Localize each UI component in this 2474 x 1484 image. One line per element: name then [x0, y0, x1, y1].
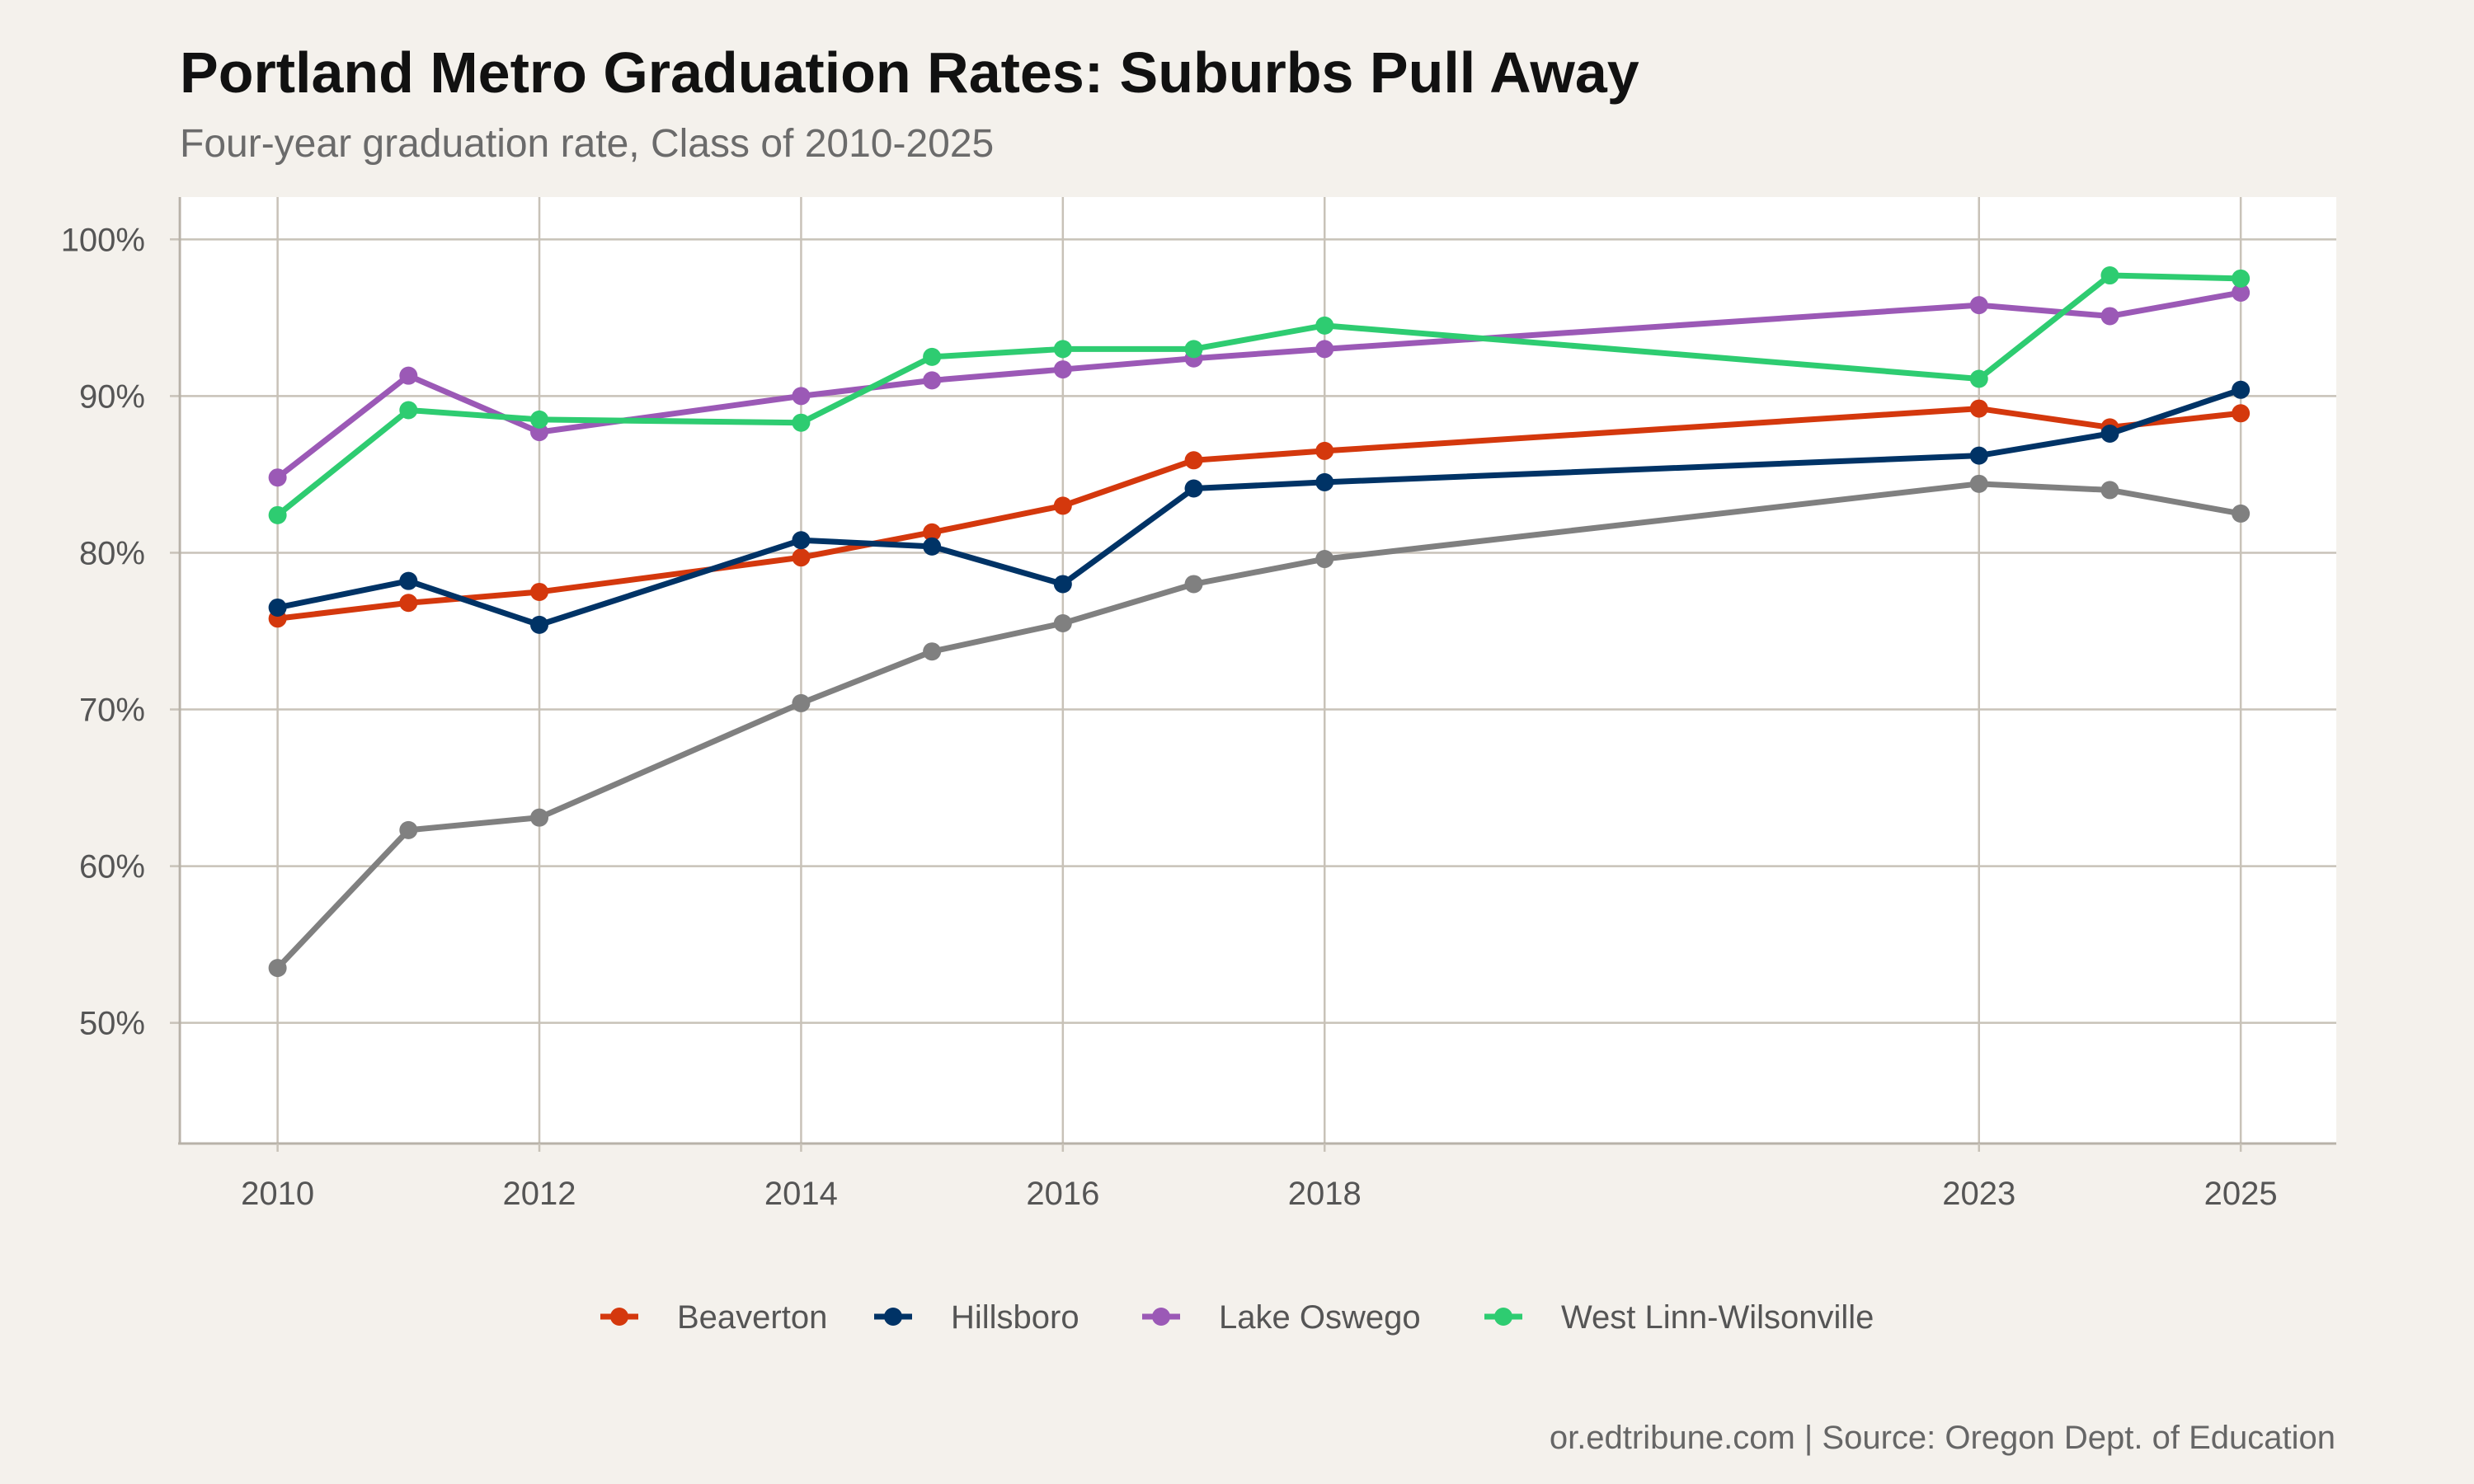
data-point: [1315, 316, 1334, 335]
x-tick-label: 2014: [764, 1176, 838, 1212]
data-point: [1315, 340, 1334, 359]
data-point: [792, 531, 811, 550]
data-point: [923, 347, 942, 366]
data-point: [2100, 307, 2119, 326]
y-tick-label: 90%: [79, 378, 145, 415]
data-point: [530, 615, 549, 634]
data-point: [1184, 451, 1203, 470]
legend-swatch-point: [1152, 1308, 1170, 1326]
data-point: [2100, 425, 2119, 443]
data-point: [792, 693, 811, 712]
x-tick-label: 2023: [1942, 1176, 2015, 1212]
data-point: [1969, 399, 1988, 418]
x-tick-label: 2016: [1026, 1176, 1099, 1212]
chart-title: Portland Metro Graduation Rates: Suburbs…: [180, 40, 1639, 105]
x-axis-ticks: 2010 2012 2014 2016 2018 2023 2025: [241, 1144, 2278, 1212]
legend-swatch-point: [1494, 1308, 1512, 1326]
legend-item: Lake Oswego: [1142, 1299, 1421, 1336]
data-point: [268, 468, 287, 487]
data-point: [1053, 613, 1072, 632]
data-point: [792, 413, 811, 432]
data-point: [530, 808, 549, 827]
data-point: [1969, 446, 1988, 465]
data-point: [1184, 479, 1203, 498]
legend-item: West Linn-Wilsonville: [1484, 1299, 1874, 1336]
legend-item: Beaverton: [600, 1299, 827, 1336]
data-point: [530, 423, 549, 442]
series-hillsboro: [268, 380, 2251, 634]
data-point: [399, 366, 418, 385]
data-point: [2232, 404, 2251, 423]
data-point: [399, 401, 418, 420]
data-point: [1315, 472, 1334, 491]
data-point: [399, 571, 418, 590]
y-tick-label: 50%: [79, 1006, 145, 1042]
data-point: [1315, 441, 1334, 460]
x-tick-label: 2025: [2204, 1176, 2278, 1212]
y-tick-label: 70%: [79, 693, 145, 729]
data-point: [268, 598, 287, 617]
data-point: [1969, 369, 1988, 388]
data-point: [268, 505, 287, 524]
data-point: [923, 642, 942, 661]
data-point: [2100, 481, 2119, 500]
data-point: [1053, 340, 1072, 359]
data-point: [1053, 496, 1072, 515]
data-point: [399, 594, 418, 613]
data-point: [2232, 504, 2251, 523]
data-point: [923, 371, 942, 390]
legend-label: Lake Oswego: [1219, 1299, 1421, 1336]
y-tick-label: 100%: [61, 222, 145, 258]
y-axis-ticks: 50% 60% 70% 80% 90% 100%: [61, 222, 178, 1042]
x-tick-label: 2012: [503, 1176, 576, 1212]
data-point: [1969, 474, 1988, 493]
x-tick-label: 2010: [241, 1176, 314, 1212]
series-group: [268, 266, 2251, 978]
gridlines: [178, 197, 2336, 1144]
chart-caption: or.edtribune.com | Source: Oregon Dept. …: [1550, 1420, 2335, 1456]
data-point: [1315, 550, 1334, 569]
data-point: [923, 523, 942, 542]
data-point: [1053, 360, 1072, 379]
data-point: [2232, 283, 2251, 302]
data-point: [530, 410, 549, 429]
data-point: [792, 387, 811, 406]
data-point: [1184, 575, 1203, 594]
data-point: [1969, 296, 1988, 315]
data-point: [2232, 380, 2251, 399]
data-point: [1053, 575, 1072, 594]
y-tick-label: 80%: [79, 535, 145, 571]
data-point: [2100, 266, 2119, 285]
data-point: [923, 537, 942, 556]
series-west-linn-wilsonville: [268, 266, 2251, 524]
data-point: [1184, 340, 1203, 359]
data-point: [399, 820, 418, 839]
data-point: [530, 582, 549, 601]
legend: Beaverton Hillsboro Lake Oswego West Linn-W…: [600, 1299, 1874, 1336]
legend-label: West Linn-Wilsonville: [1561, 1299, 1874, 1336]
x-tick-label: 2018: [1288, 1176, 1362, 1212]
legend-swatch-point: [610, 1308, 628, 1326]
series-beaverton: [268, 399, 2251, 628]
series-unlabeled: [268, 474, 2251, 978]
legend-label: Hillsboro: [951, 1299, 1079, 1336]
legend-item: Hillsboro: [874, 1299, 1079, 1336]
chart-subtitle: Four-year graduation rate, Class of 2010…: [180, 122, 994, 166]
data-point: [268, 959, 287, 978]
legend-swatch-point: [884, 1308, 902, 1326]
y-tick-label: 60%: [79, 849, 145, 885]
data-point: [792, 548, 811, 567]
legend-label: Beaverton: [677, 1299, 827, 1336]
data-point: [2232, 269, 2251, 288]
